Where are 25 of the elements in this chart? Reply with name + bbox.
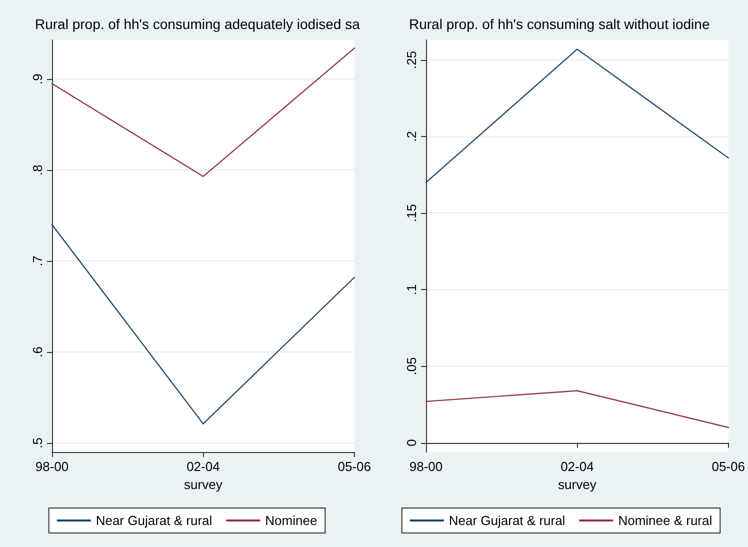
x-axis-title: survey <box>558 477 597 492</box>
y-tick-label: .2 <box>404 131 419 142</box>
chart-title: Rural prop. of hh's consuming adequately iodised sa <box>35 16 360 32</box>
y-tick-label: 0 <box>404 439 419 446</box>
x-tick-label: 98-00 <box>35 459 69 474</box>
x-tick-label: 98-00 <box>409 459 443 474</box>
y-tick-label: .5 <box>30 437 45 448</box>
x-tick-label: 02-04 <box>186 459 220 474</box>
y-tick-label: .15 <box>404 204 419 222</box>
y-tick-label: .25 <box>404 50 419 69</box>
y-tick-label: .1 <box>404 284 419 296</box>
x-tick-label: 05-06 <box>338 459 371 474</box>
x-tick-label: 05-06 <box>712 459 745 474</box>
chart-title: Rural prop. of hh's consuming salt without iodine <box>409 16 710 32</box>
legend-label: Near Gujarat & rural <box>448 513 566 528</box>
legend-label: Nominee & rural <box>618 513 712 528</box>
y-tick-label: .8 <box>30 164 45 176</box>
y-tick-label: .9 <box>30 74 45 85</box>
x-axis-title: survey <box>184 477 223 492</box>
legend-label: Nominee <box>265 513 318 528</box>
legend-label: Near Gujarat & rural <box>96 513 212 528</box>
x-tick-label: 02-04 <box>560 459 594 474</box>
y-tick-label: .05 <box>404 357 419 376</box>
y-tick-label: .6 <box>30 346 45 358</box>
y-tick-label: .7 <box>30 256 45 266</box>
